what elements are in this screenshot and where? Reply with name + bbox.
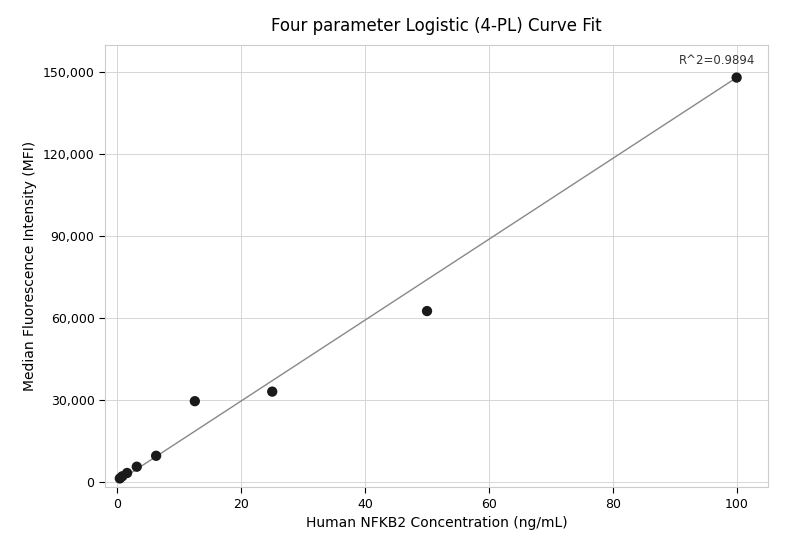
Point [188, 396, 201, 405]
Point [113, 474, 126, 483]
Text: R^2=0.9894: R^2=0.9894 [679, 54, 755, 67]
Y-axis label: Median Fluorescence Intensity (MFI): Median Fluorescence Intensity (MFI) [23, 141, 37, 391]
Point [130, 462, 143, 471]
Point [730, 73, 743, 82]
Point [116, 472, 128, 480]
Point [266, 387, 279, 396]
X-axis label: Human NFKB2 Concentration (ng/mL): Human NFKB2 Concentration (ng/mL) [305, 516, 567, 530]
Point [421, 306, 434, 315]
Point [149, 451, 162, 460]
Point [120, 469, 133, 478]
Title: Four parameter Logistic (4-PL) Curve Fit: Four parameter Logistic (4-PL) Curve Fit [271, 17, 602, 35]
